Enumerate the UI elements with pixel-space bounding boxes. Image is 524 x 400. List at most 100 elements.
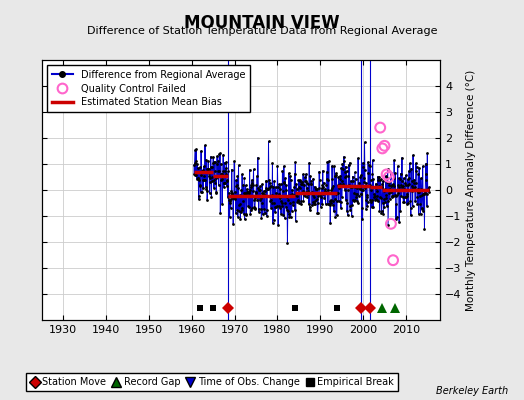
Point <box>284 197 292 203</box>
Point <box>196 182 204 188</box>
Point <box>213 161 221 167</box>
Point <box>301 178 310 184</box>
Point <box>233 182 241 188</box>
Point <box>248 205 256 212</box>
Point <box>330 172 339 179</box>
Point <box>255 186 264 193</box>
Point <box>245 167 254 173</box>
Point <box>272 193 281 199</box>
Point <box>365 162 373 168</box>
Point <box>396 208 405 214</box>
Point <box>375 208 384 214</box>
Point <box>313 186 321 192</box>
Point <box>311 201 320 208</box>
Point <box>407 166 416 172</box>
Point <box>315 177 324 184</box>
Point <box>348 173 357 180</box>
Point <box>293 196 302 203</box>
Point <box>385 190 394 196</box>
Point <box>291 207 299 214</box>
Point <box>334 182 342 189</box>
Point <box>364 198 372 205</box>
Point <box>362 196 370 203</box>
Point <box>366 162 375 169</box>
Point <box>376 176 384 183</box>
Point <box>389 183 398 189</box>
Point <box>320 186 329 192</box>
Point <box>224 194 232 200</box>
Point <box>293 198 301 205</box>
Point <box>254 206 263 212</box>
Point <box>251 194 259 201</box>
Point <box>370 191 378 198</box>
Point <box>299 188 307 194</box>
Point <box>256 194 265 201</box>
Point <box>370 193 379 199</box>
Point <box>279 180 288 186</box>
Point <box>383 179 391 186</box>
Point <box>235 201 244 208</box>
Point <box>402 194 410 200</box>
Point <box>237 208 245 215</box>
Point <box>307 178 315 184</box>
Point <box>327 187 335 194</box>
Point <box>255 209 263 215</box>
Point <box>279 188 287 194</box>
Point <box>198 189 206 195</box>
Point <box>336 176 344 182</box>
Point <box>279 211 287 218</box>
Point <box>361 167 369 173</box>
Point <box>253 172 261 179</box>
Point <box>244 203 253 210</box>
Point <box>227 196 235 202</box>
Point <box>300 182 308 188</box>
Point <box>220 180 228 186</box>
Point <box>331 170 340 176</box>
Point <box>310 184 319 190</box>
Point <box>312 196 321 202</box>
Point <box>270 178 278 184</box>
Point <box>208 174 216 180</box>
Point <box>319 191 328 197</box>
Point <box>256 186 265 193</box>
Point <box>305 204 314 210</box>
Point <box>215 173 224 180</box>
Point <box>410 185 418 192</box>
Point <box>247 207 255 214</box>
Point <box>392 216 400 222</box>
Point <box>267 182 275 189</box>
Point <box>383 203 391 209</box>
Point <box>400 175 408 181</box>
Point <box>423 203 431 209</box>
Point <box>349 178 357 184</box>
Point <box>202 186 211 192</box>
Point <box>213 174 222 180</box>
Point <box>421 177 430 183</box>
Point <box>376 124 385 131</box>
Point <box>342 197 350 203</box>
Point <box>297 198 305 204</box>
Point <box>246 186 254 193</box>
Point <box>216 210 225 216</box>
Point <box>228 194 237 201</box>
Point <box>380 142 389 149</box>
Point <box>288 207 296 214</box>
Point <box>260 192 269 199</box>
Point <box>247 182 256 188</box>
Point <box>204 166 213 172</box>
Point <box>363 203 371 210</box>
Point <box>327 200 335 207</box>
Point <box>335 181 344 188</box>
Point <box>369 176 378 182</box>
Point <box>380 186 389 192</box>
Text: Difference of Station Temperature Data from Regional Average: Difference of Station Temperature Data f… <box>87 26 437 36</box>
Point <box>227 188 236 194</box>
Point <box>227 166 236 173</box>
Point <box>364 159 372 165</box>
Point <box>423 186 432 192</box>
Point <box>232 177 240 183</box>
Point <box>413 194 421 200</box>
Point <box>405 174 413 181</box>
Point <box>396 170 405 177</box>
Point <box>314 185 323 191</box>
